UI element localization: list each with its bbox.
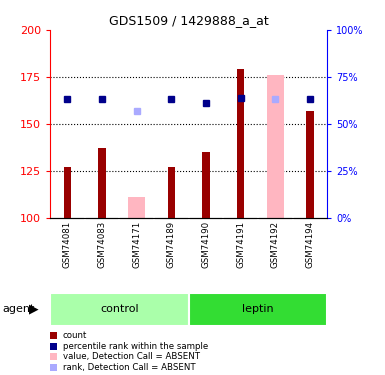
Bar xyxy=(50,292,189,326)
Text: percentile rank within the sample: percentile rank within the sample xyxy=(63,342,208,351)
Text: GSM74189: GSM74189 xyxy=(167,221,176,268)
Text: GSM74192: GSM74192 xyxy=(271,221,280,268)
Text: GSM74171: GSM74171 xyxy=(132,221,141,268)
Text: control: control xyxy=(100,304,139,314)
Bar xyxy=(64,167,71,218)
Bar xyxy=(128,197,145,217)
Bar xyxy=(167,167,175,218)
Bar xyxy=(189,292,327,326)
Text: rank, Detection Call = ABSENT: rank, Detection Call = ABSENT xyxy=(63,363,195,372)
Text: GSM74190: GSM74190 xyxy=(201,221,211,268)
Text: GSM74083: GSM74083 xyxy=(97,221,107,268)
Title: GDS1509 / 1429888_a_at: GDS1509 / 1429888_a_at xyxy=(109,15,268,27)
Text: ▶: ▶ xyxy=(29,303,38,316)
Text: GSM74081: GSM74081 xyxy=(63,221,72,268)
Bar xyxy=(306,111,314,218)
Bar xyxy=(237,69,244,218)
Text: agent: agent xyxy=(2,304,34,314)
Bar xyxy=(266,75,284,217)
Bar xyxy=(98,148,106,217)
Bar xyxy=(202,152,210,217)
Text: value, Detection Call = ABSENT: value, Detection Call = ABSENT xyxy=(63,352,200,361)
Text: leptin: leptin xyxy=(242,304,274,314)
Text: GSM74194: GSM74194 xyxy=(305,221,315,268)
Text: GSM74191: GSM74191 xyxy=(236,221,245,268)
Text: count: count xyxy=(63,331,87,340)
